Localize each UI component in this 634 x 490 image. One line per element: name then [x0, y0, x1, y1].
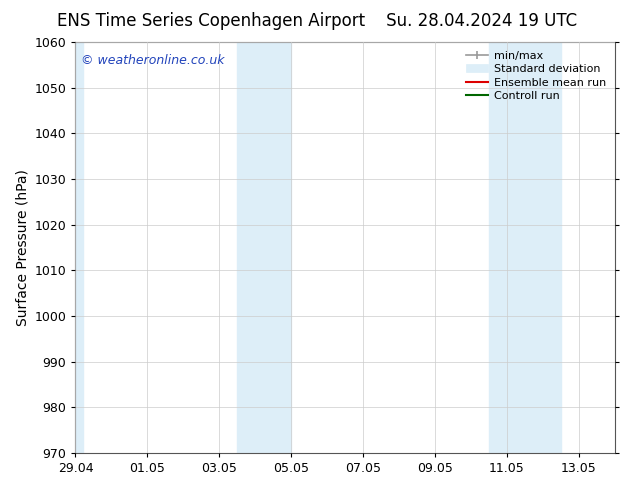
Text: © weatheronline.co.uk: © weatheronline.co.uk [81, 54, 224, 68]
Legend: min/max, Standard deviation, Ensemble mean run, Controll run: min/max, Standard deviation, Ensemble me… [463, 48, 609, 104]
Bar [489, 42, 561, 453]
Bar [237, 42, 291, 453]
Bar [74, 42, 82, 453]
Text: ENS Time Series Copenhagen Airport    Su. 28.04.2024 19 UTC: ENS Time Series Copenhagen Airport Su. 2… [57, 12, 577, 30]
Y-axis label: Surface Pressure (hPa): Surface Pressure (hPa) [15, 169, 29, 326]
